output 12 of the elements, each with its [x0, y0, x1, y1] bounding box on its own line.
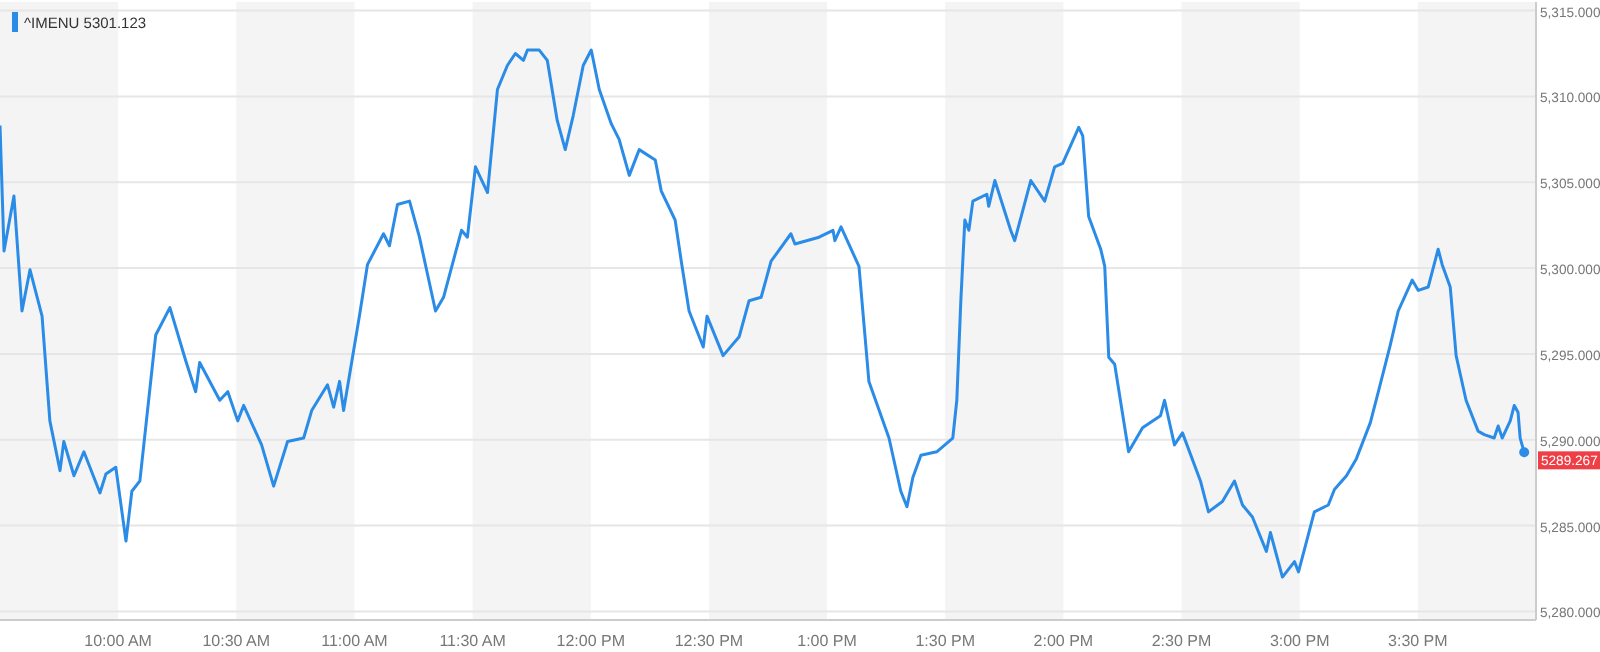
x-tick-label: 10:30 AM	[202, 632, 271, 650]
x-tick-label: 3:00 PM	[1269, 632, 1331, 650]
x-tick-label: 11:00 AM	[321, 632, 389, 650]
x-tick-label: 2:30 PM	[1151, 632, 1212, 650]
x-tick-label: 12:30 PM	[674, 632, 744, 650]
x-tick-label: 2:00 PM	[1033, 632, 1094, 650]
x-tick-label: 12:00 PM	[556, 632, 626, 650]
x-tick-label: 10:00 AM	[84, 632, 153, 650]
x-tick-label: 1:00 PM	[797, 632, 858, 650]
x-tick-label: 11:30 AM	[439, 632, 507, 650]
x-tick-label: 3:30 PM	[1388, 632, 1449, 650]
x-tick-label: 1:30 PM	[915, 632, 976, 650]
